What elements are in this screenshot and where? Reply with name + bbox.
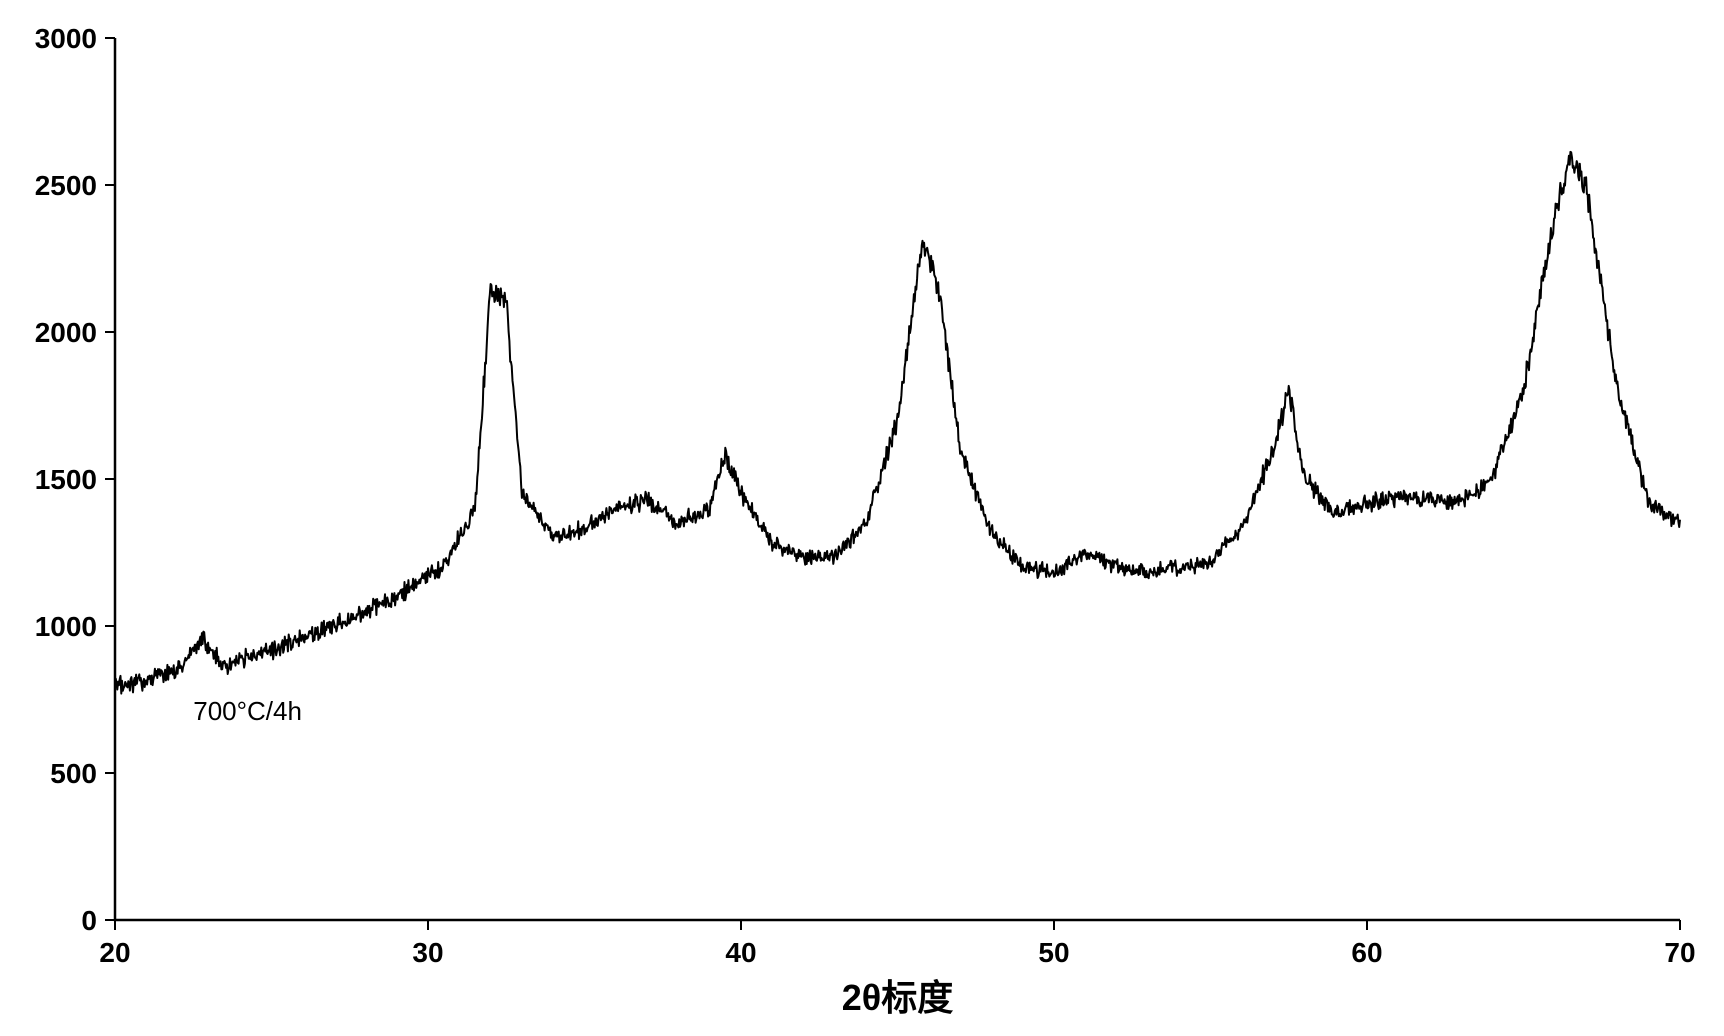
x-tick-label: 60 bbox=[1351, 937, 1382, 968]
y-tick-label: 1000 bbox=[35, 611, 97, 642]
axes bbox=[115, 38, 1680, 920]
x-tick-label: 40 bbox=[725, 937, 756, 968]
y-tick-label: 500 bbox=[50, 758, 97, 789]
x-tick-label: 50 bbox=[1038, 937, 1069, 968]
x-tick-label: 70 bbox=[1664, 937, 1695, 968]
x-axis-label: 2θ标度 bbox=[842, 977, 953, 1016]
chart-svg: 0 500 1000 1500 2000 2500 3000 20 30 40 50 60 70 2θ标度… bbox=[20, 20, 1704, 1016]
xrd-spectrum bbox=[115, 152, 1680, 694]
y-tick-label: 2000 bbox=[35, 317, 97, 348]
y-tick-label: 1500 bbox=[35, 464, 97, 495]
sample-annotation: 700°C/4h bbox=[193, 696, 302, 726]
y-tick-label: 2500 bbox=[35, 170, 97, 201]
y-tick-label: 3000 bbox=[35, 23, 97, 54]
x-tick-label: 30 bbox=[412, 937, 443, 968]
y-tick-label: 0 bbox=[81, 905, 97, 936]
x-tick-label: 20 bbox=[99, 937, 130, 968]
xrd-chart: 0 500 1000 1500 2000 2500 3000 20 30 40 50 60 70 2θ标度… bbox=[20, 20, 1704, 1016]
